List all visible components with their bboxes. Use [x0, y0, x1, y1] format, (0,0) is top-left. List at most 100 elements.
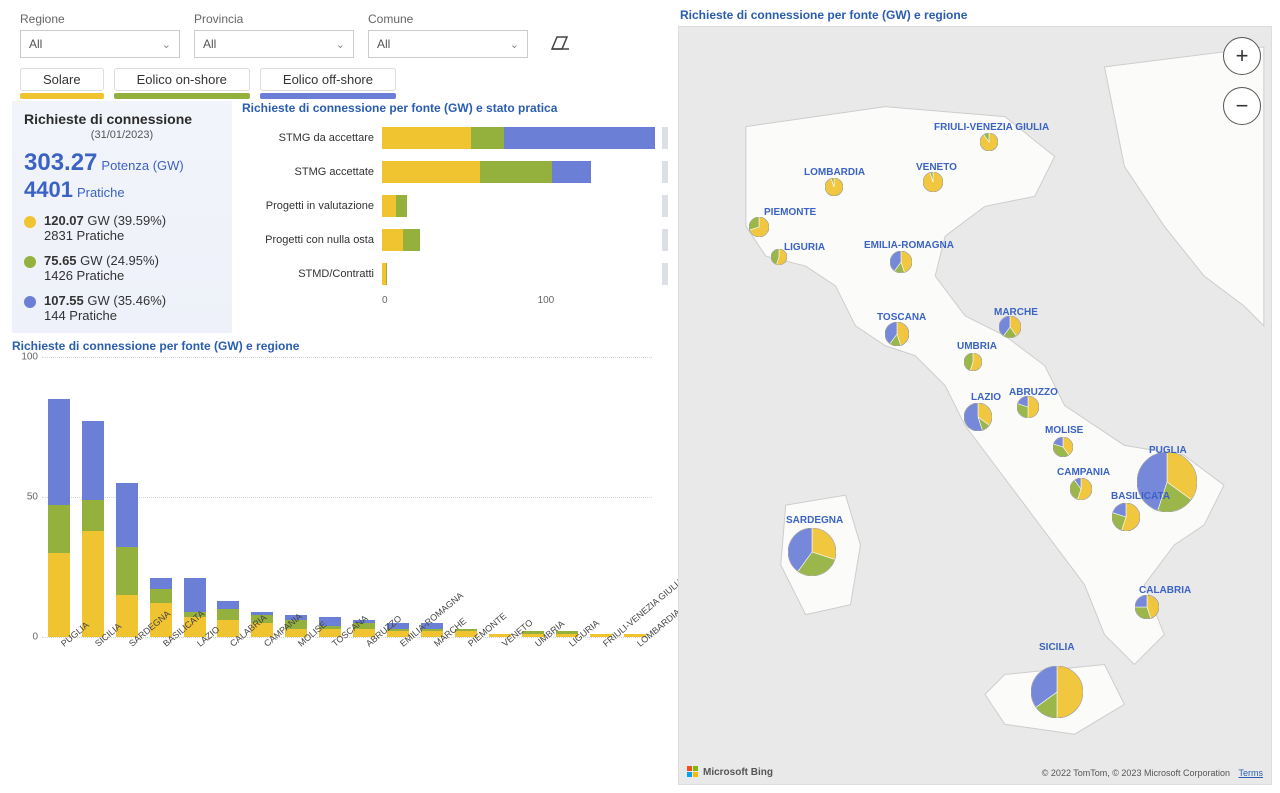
hbar-segment	[396, 195, 407, 217]
hbar-row: Progetti in valutazione	[242, 189, 668, 223]
tab-eolico-onshore[interactable]: Eolico on-shore	[114, 68, 250, 91]
filter-bar: Regione All ⌄ Provincia All ⌄ Comune All…	[8, 8, 668, 62]
hbar-label: STMD/Contratti	[242, 268, 382, 280]
source-gw: 120.07 GW (39.59%)	[44, 213, 166, 228]
bar-segment	[48, 399, 70, 505]
eraser-icon	[549, 35, 571, 53]
map-region-label: SICILIA	[1039, 642, 1075, 653]
map-region-pie[interactable]	[964, 353, 982, 374]
hbar-segment	[471, 127, 503, 149]
bar-segment	[150, 578, 172, 589]
power-unit: Potenza (GW)	[101, 158, 183, 173]
summary-pratiche: 4401 Pratiche	[24, 177, 220, 203]
bar-segment	[48, 505, 70, 553]
source-pratiche: 1426 Pratiche	[44, 268, 159, 283]
filter-label: Regione	[20, 12, 180, 26]
hbar-segment	[386, 263, 388, 285]
map-region-pie[interactable]	[980, 133, 998, 154]
source-dot-icon	[24, 256, 36, 268]
map-view[interactable]: + − FRIULI-VENEZIA GIULIALOMBARDIAVENETO…	[678, 26, 1272, 785]
hbar-segment	[382, 161, 480, 183]
power-value: 303.27	[24, 149, 97, 176]
map-region-pie[interactable]	[890, 251, 912, 276]
tab-label: Eolico off-shore	[283, 72, 373, 87]
region-bar-chart: Richieste di connessione per fonte (GW) …	[8, 333, 668, 785]
filter-comune: Comune All ⌄	[368, 12, 528, 58]
bar-segment	[48, 553, 70, 637]
source-gw: 75.65 GW (24.95%)	[44, 253, 159, 268]
summary-date: (31/01/2023)	[24, 129, 220, 141]
map-region-label: MARCHE	[994, 307, 1038, 318]
map-region-label: LIGURIA	[784, 242, 825, 253]
bar-segment	[82, 421, 104, 499]
x-tick: 0	[382, 295, 388, 306]
pratiche-unit: Pratiche	[77, 185, 125, 200]
pratiche-value: 4401	[24, 177, 73, 202]
map-region-pie[interactable]	[1053, 437, 1073, 460]
map-region-pie[interactable]	[999, 316, 1021, 341]
source-legend-tabs: Solare Eolico on-shore Eolico off-shore	[8, 62, 668, 95]
map-region-pie[interactable]	[1017, 396, 1039, 421]
filter-comune-select[interactable]: All ⌄	[368, 30, 528, 58]
source-pratiche: 2831 Pratiche	[44, 228, 166, 243]
map-region-label: EMILIA-ROMAGNA	[864, 240, 954, 251]
tab-solare[interactable]: Solare	[20, 68, 104, 91]
filter-provincia: Provincia All ⌄	[194, 12, 354, 58]
map-region-pie[interactable]	[923, 172, 943, 195]
map-region-pie[interactable]	[1112, 503, 1140, 534]
hbar-row: Progetti con nulla osta	[242, 223, 668, 257]
map-copyright: © 2022 TomTom, © 2023 Microsoft Corporat…	[1042, 768, 1263, 778]
hbar-segment	[382, 195, 396, 217]
hbar-tail	[662, 195, 668, 217]
source-dot-icon	[24, 296, 36, 308]
bar-segment	[184, 578, 206, 612]
hbar-segment	[504, 127, 656, 149]
map-region-label: TOSCANA	[877, 312, 926, 323]
map-region-pie[interactable]	[749, 217, 769, 240]
summary-card: Richieste di connessione (31/01/2023) 30…	[12, 101, 232, 333]
hbar-tail	[662, 229, 668, 251]
map-region-pie[interactable]	[885, 322, 909, 349]
map-region-pie[interactable]	[788, 528, 836, 579]
map-region-label: CALABRIA	[1139, 585, 1191, 596]
zoom-out-button[interactable]: −	[1223, 87, 1261, 125]
map-region-label: PIEMONTE	[764, 207, 816, 218]
bar-segment	[82, 500, 104, 531]
hbar-track	[382, 161, 668, 183]
map-region-label: UMBRIA	[957, 341, 997, 352]
hbar-label: Progetti in valutazione	[242, 200, 382, 212]
clear-filters-button[interactable]	[546, 32, 574, 56]
map-region-pie[interactable]	[1137, 452, 1197, 515]
hbar-tail	[662, 263, 668, 285]
map-terms-link[interactable]: Terms	[1239, 768, 1264, 778]
hbar-segment	[382, 127, 471, 149]
filter-regione-select[interactable]: All ⌄	[20, 30, 180, 58]
map-region-label: CAMPANIA	[1057, 467, 1110, 478]
map-region-pie[interactable]	[1031, 666, 1083, 721]
tab-eolico-offshore[interactable]: Eolico off-shore	[260, 68, 396, 91]
filter-label: Provincia	[194, 12, 354, 26]
map-region-pie[interactable]	[1135, 595, 1159, 622]
hbar-track	[382, 127, 668, 149]
filter-provincia-select[interactable]: All ⌄	[194, 30, 354, 58]
map-region-pie[interactable]	[825, 178, 843, 199]
hbar-segment	[480, 161, 552, 183]
y-tick: 50	[27, 492, 38, 503]
bar-column	[78, 421, 108, 637]
map-region-label: BASILICATA	[1111, 491, 1170, 502]
map-region-pie[interactable]	[964, 403, 992, 434]
filter-label: Comune	[368, 12, 528, 26]
filter-value: All	[29, 37, 42, 51]
map-title: Richieste di connessione per fonte (GW) …	[678, 8, 1272, 26]
summary-power: 303.27 Potenza (GW)	[24, 149, 220, 177]
source-gw: 107.55 GW (35.46%)	[44, 293, 166, 308]
bing-icon	[687, 766, 699, 778]
hbar-row: STMG da accettare	[242, 121, 668, 155]
map-region-label: FRIULI-VENEZIA GIULIA	[934, 122, 1049, 133]
source-dot-icon	[24, 216, 36, 228]
map-region-label: ABRUZZO	[1009, 387, 1058, 398]
zoom-in-button[interactable]: +	[1223, 37, 1261, 75]
tab-label: Solare	[43, 72, 81, 87]
map-region-pie[interactable]	[1070, 478, 1092, 503]
bar-segment	[116, 547, 138, 595]
